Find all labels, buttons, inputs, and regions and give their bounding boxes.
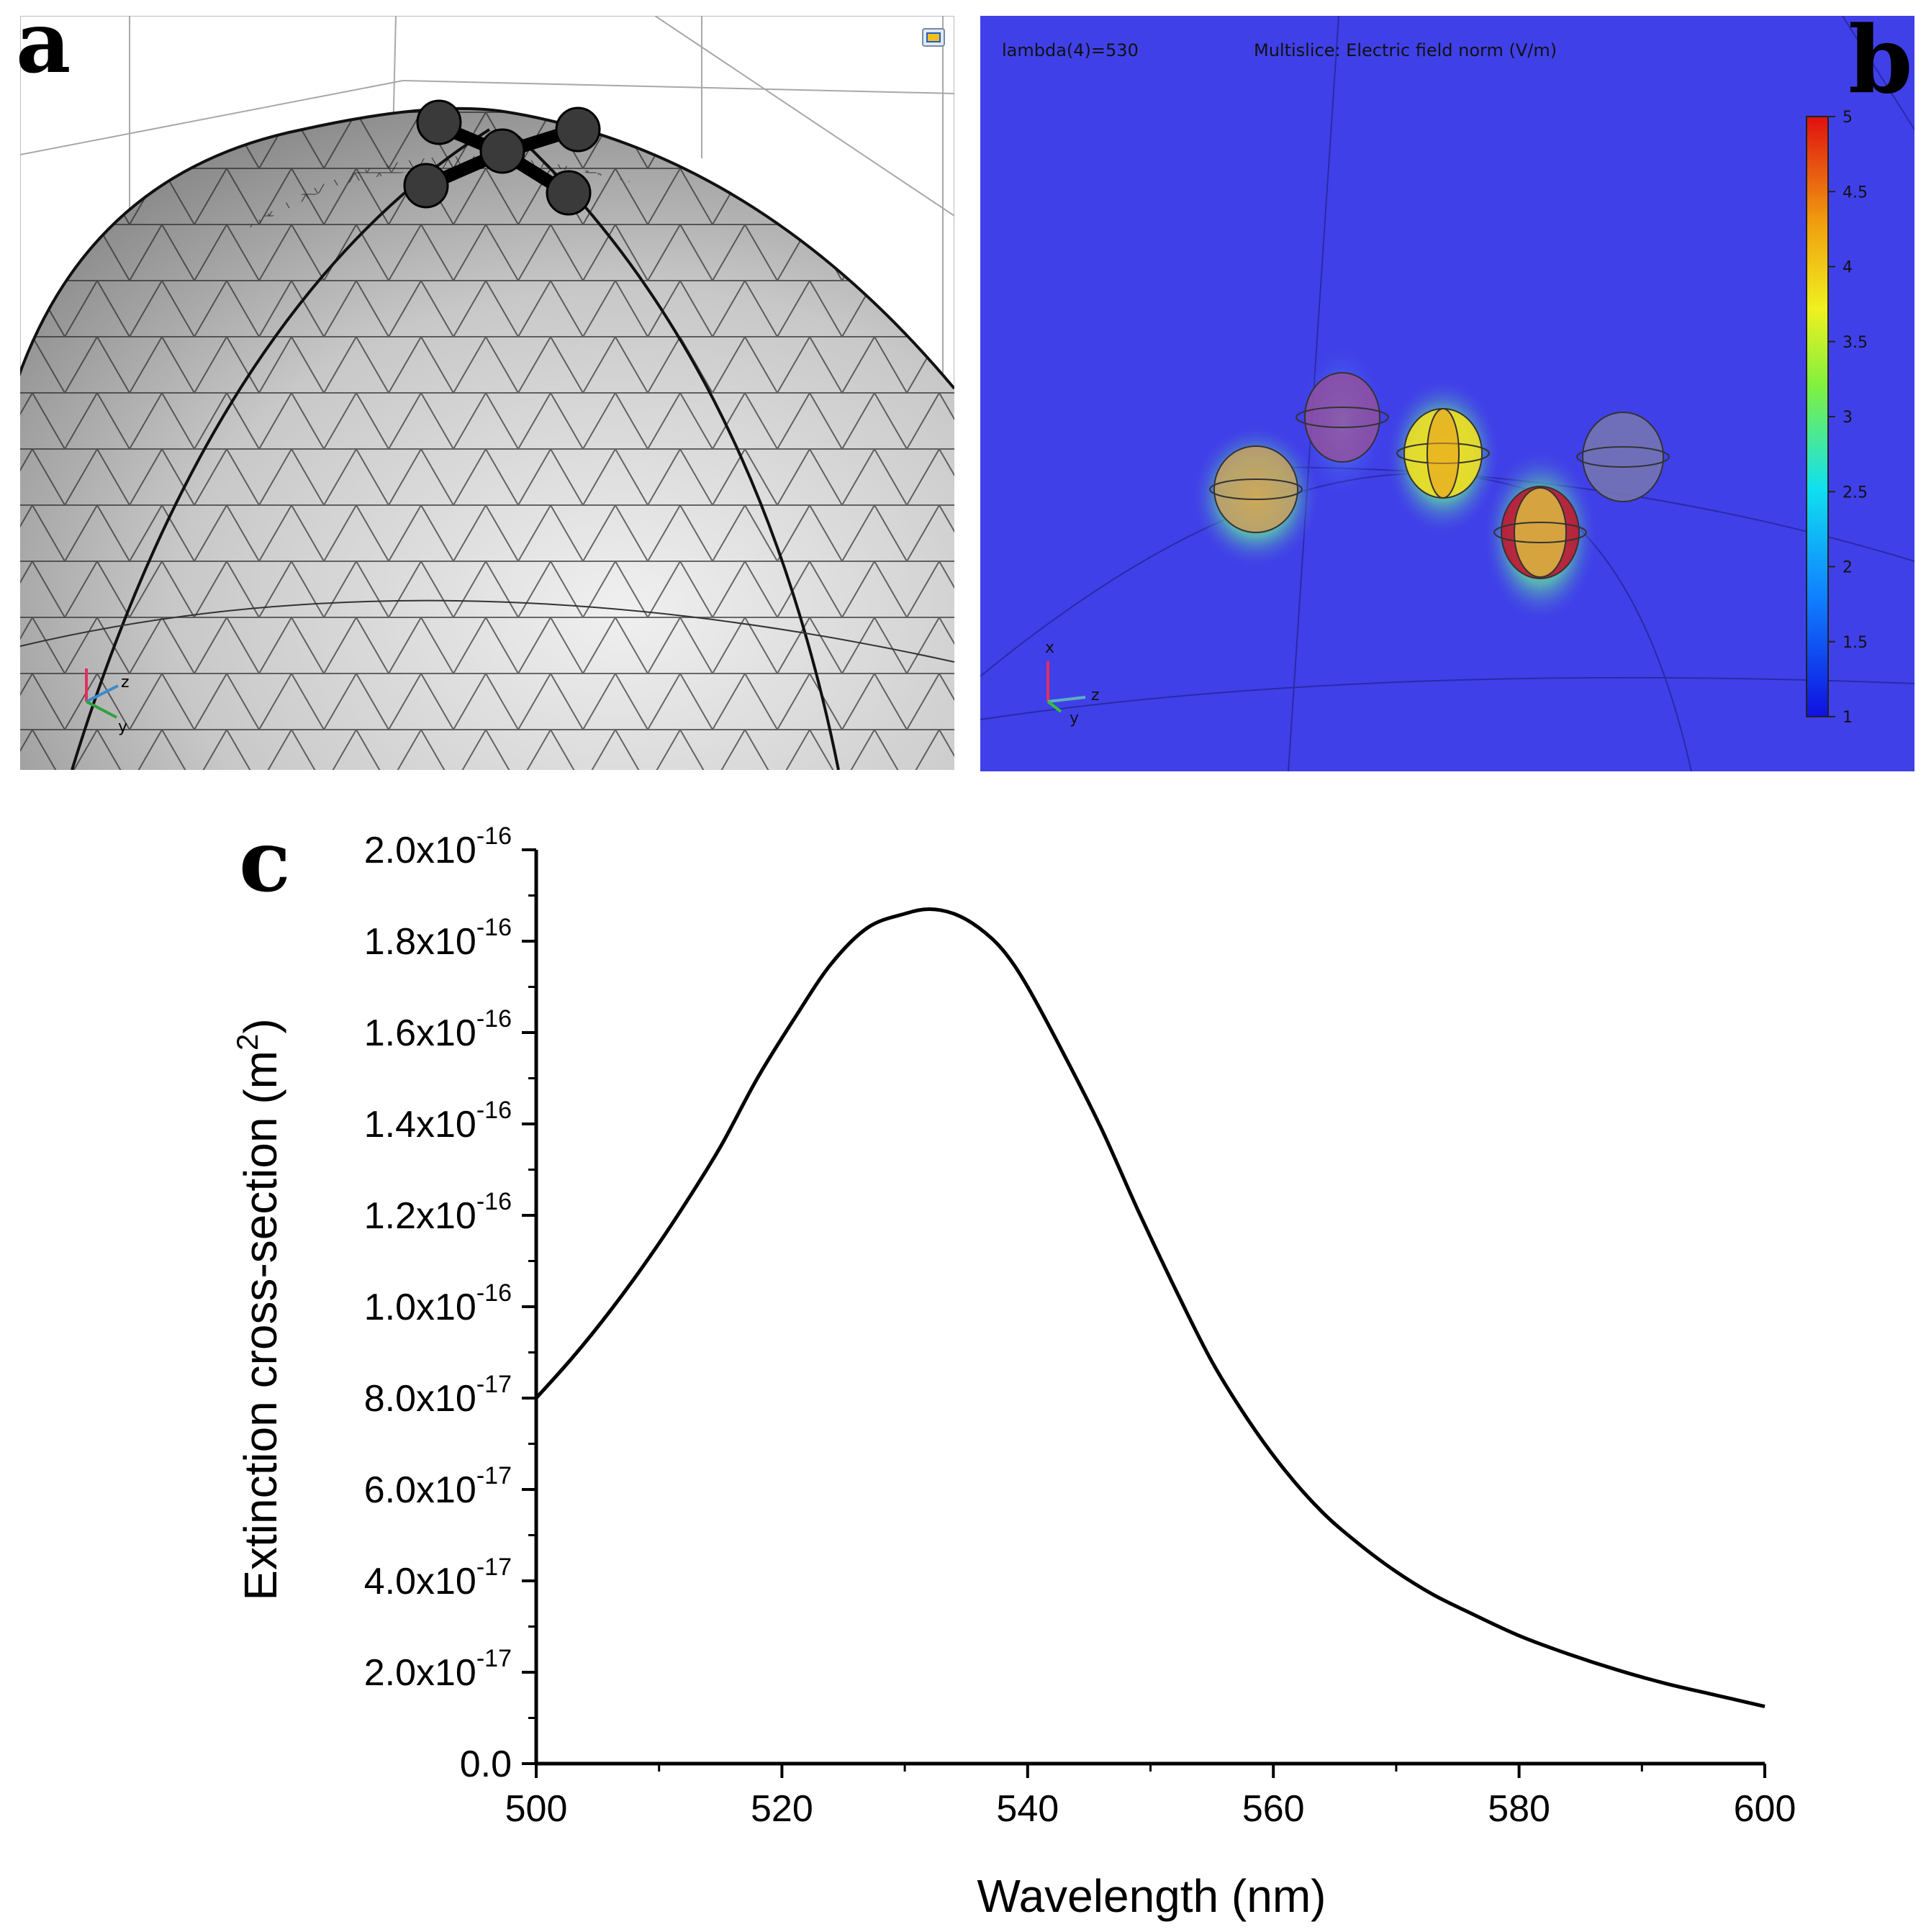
- y-tick-exponent: -16: [476, 1279, 512, 1307]
- panel-letter-b: b: [1848, 6, 1913, 114]
- nanoparticle: [403, 163, 449, 209]
- nanoparticle-cluster: [403, 99, 601, 216]
- y-tick-mantissa: 1.0x10: [364, 1287, 476, 1328]
- colorbar-tick-label: 1.5: [1843, 634, 1868, 652]
- colorbar-tick-label: 2.5: [1843, 484, 1868, 502]
- y-tick-exponent: -17: [476, 1645, 512, 1672]
- x-tick-label: 500: [505, 1788, 568, 1830]
- y-tick-label: 2.0x10-16: [364, 822, 512, 871]
- y-tick-label: 1.0x10-16: [364, 1279, 512, 1328]
- x-tick-label: 520: [751, 1788, 813, 1830]
- y-tick-exponent: -17: [476, 1554, 512, 1581]
- colorbar-ticks: 5 4.5 4 3.5 3 2.5 2 1.5 1: [1828, 109, 1868, 727]
- x-tick-label: 600: [1734, 1788, 1796, 1830]
- y-tick-mantissa: 0.0: [460, 1743, 512, 1785]
- y-tick-label: 1.2x10-16: [364, 1188, 512, 1237]
- y-tick-exponent: -17: [476, 1371, 512, 1398]
- field-particle: [1582, 412, 1664, 502]
- colorbar-tick-label: 4: [1843, 259, 1853, 277]
- y-tick-exponent: -16: [476, 1097, 512, 1124]
- y-tick-mantissa: 6.0x10: [364, 1469, 476, 1511]
- x-axis-title: Wavelength (nm): [977, 1870, 1326, 1922]
- nanoparticles-field: [1209, 372, 1670, 579]
- colorbar-tick-label: 4.5: [1843, 183, 1868, 201]
- x-tick-labels: 500 520 540 560 580 600: [505, 1788, 1796, 1830]
- nanoparticle: [546, 170, 592, 216]
- series-line-extinction: [535, 907, 1766, 1709]
- axis-triad-a: z y: [85, 668, 130, 736]
- y-tick-label: 8.0x10-17: [364, 1371, 512, 1420]
- colorbar-tick-label: 3: [1843, 409, 1853, 427]
- y-tick-mantissa: 1.6x10: [364, 1012, 476, 1054]
- y-tick-mantissa: 4.0x10: [364, 1561, 476, 1602]
- y-tick-mantissa: 1.4x10: [364, 1104, 476, 1146]
- y-tick-label: 1.4x10-16: [364, 1097, 512, 1146]
- panel-c-spectrum: c 0.02.0x10-174.0x10-176.0x10-178.0x10-1…: [230, 811, 1796, 1922]
- y-tick-labels: 0.02.0x10-174.0x10-176.0x10-178.0x10-171…: [364, 822, 512, 1785]
- nanoparticle: [479, 128, 525, 174]
- panel-letter-a: a: [16, 0, 71, 92]
- colorbar-tick-label: 3.5: [1843, 334, 1868, 352]
- y-tick-label: 1.8x10-16: [364, 914, 512, 963]
- field-particle: [1304, 372, 1380, 463]
- y-tick-mantissa: 8.0x10: [364, 1378, 476, 1420]
- mesh-triangles: [20, 108, 954, 770]
- plot-title: Multislice: Electric field norm (V/m): [1254, 40, 1557, 60]
- y-tick-label: 0.0: [460, 1743, 512, 1785]
- field-particle: [1213, 445, 1298, 533]
- colorbar-tick-label: 5: [1843, 109, 1853, 127]
- y-tick-label: 4.0x10-17: [364, 1554, 512, 1602]
- nanoparticle: [555, 106, 601, 153]
- zoom-extents-icon[interactable]: [922, 28, 945, 47]
- x-tick-label: 540: [996, 1788, 1059, 1830]
- panel-a-mesh-view: z y: [20, 16, 954, 770]
- panel-b-field-map: lambda(4)=530 Multislice: Electric field…: [980, 16, 1914, 771]
- y-tick-mantissa: 1.2x10: [364, 1195, 476, 1237]
- triad-y-label: y: [1070, 709, 1079, 727]
- y-tick-mantissa: 2.0x10: [364, 1652, 476, 1694]
- y-axis-title-sup: 2: [230, 1034, 264, 1051]
- colorbar: [1806, 116, 1829, 717]
- axis-ticks: [522, 848, 1766, 1778]
- nanoparticle: [416, 99, 462, 145]
- triad-y-label: y: [118, 718, 127, 736]
- y-axis-title-end: ): [235, 1018, 286, 1033]
- y-tick-mantissa: 1.8x10: [364, 921, 476, 963]
- x-tick-label: 580: [1488, 1788, 1550, 1830]
- triad-z-label: z: [1091, 686, 1100, 704]
- panel-letter-c: c: [239, 811, 291, 911]
- y-tick-exponent: -17: [476, 1462, 512, 1489]
- axis-triad-b: x z y: [1045, 639, 1100, 727]
- y-tick-label: 1.6x10-16: [364, 1005, 512, 1054]
- y-tick-exponent: -16: [476, 1005, 512, 1033]
- colorbar-tick-label: 1: [1843, 709, 1853, 727]
- y-tick-exponent: -16: [476, 914, 512, 941]
- y-tick-label: 6.0x10-17: [364, 1462, 512, 1511]
- y-tick-mantissa: 2.0x10: [364, 830, 476, 871]
- y-tick-label: 2.0x10-17: [364, 1645, 512, 1694]
- y-tick-exponent: -16: [476, 822, 512, 850]
- triad-z-label: z: [121, 674, 130, 691]
- x-tick-label: 560: [1242, 1788, 1305, 1830]
- y-tick-exponent: -16: [476, 1188, 512, 1215]
- colorbar-tick-label: 2: [1843, 559, 1853, 577]
- triad-x-label: x: [1045, 639, 1054, 657]
- parameter-label: lambda(4)=530: [1002, 40, 1139, 60]
- dome-edge-lower: [20, 599, 954, 663]
- y-axis-title: Extinction cross-section (m2): [230, 1018, 286, 1600]
- y-axis-title-main: Extinction cross-section (m: [235, 1051, 286, 1601]
